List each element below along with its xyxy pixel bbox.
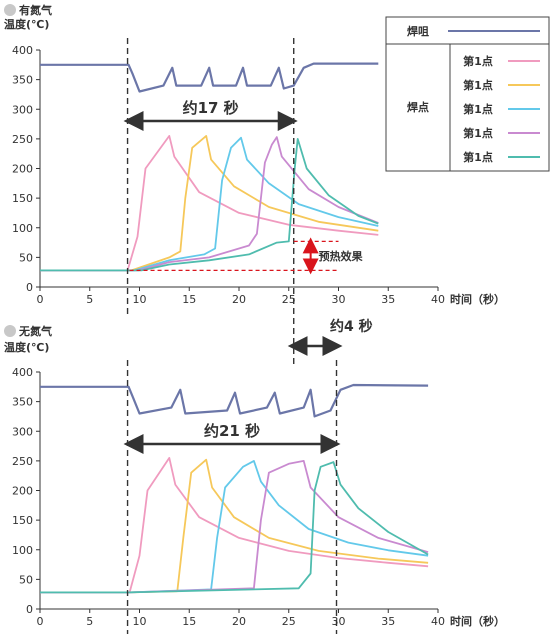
y-tick-label: 400 (12, 366, 33, 379)
x-tick-label: 10 (133, 293, 147, 306)
preheat-label: 预热效果 (319, 249, 363, 263)
interval-label: 约21 秒 (204, 422, 260, 440)
y-tick-label: 0 (26, 603, 33, 616)
y-tick-label: 100 (12, 222, 33, 235)
series-line-p5 (40, 138, 379, 272)
x-tick-label: 5 (86, 293, 93, 306)
series-line-p3 (40, 460, 429, 594)
x-tick-label: 25 (282, 293, 296, 306)
legend-point-label: 第1点 (463, 78, 493, 92)
plot-2: 0 50 100 150 200 250 300 350 400 0 5 10 15 20 25 30 35 40… (12, 360, 505, 638)
x-tick-label: 5 (86, 615, 93, 628)
series-line-tip (40, 383, 429, 418)
legend-point-label: 第1点 (463, 54, 493, 68)
series-line-p2 (40, 135, 379, 272)
y-tick-label: 50 (19, 251, 33, 264)
series-line-p3 (40, 136, 379, 272)
title-bullet-icon (4, 325, 16, 337)
y-tick-label: 250 (12, 133, 33, 146)
y-tick-label: 150 (12, 192, 33, 205)
y-tick-label: 300 (12, 103, 33, 116)
title-bullet-icon (4, 4, 16, 16)
x-tick-label: 10 (133, 615, 147, 628)
y-tick-label: 150 (12, 514, 33, 527)
y-tick-label: 300 (12, 425, 33, 438)
legend-point-label: 第1点 (463, 102, 493, 116)
x-tick-label: 0 (37, 615, 44, 628)
y-tick-label: 200 (12, 485, 33, 498)
x-axis-label: 时间（秒） (450, 614, 505, 628)
y-tick-label: 200 (12, 163, 33, 176)
y-axis-label: 温度(℃) (4, 340, 49, 354)
series-line-p1 (40, 135, 379, 272)
x-tick-label: 40 (431, 293, 445, 306)
legend-group-label: 焊点 (407, 100, 429, 114)
y-tick-label: 0 (26, 281, 33, 294)
x-tick-label: 15 (182, 615, 196, 628)
x-tick-label: 20 (232, 615, 246, 628)
plot-1: 0 50 100 150 200 250 300 350 400 0 5 10 15 20 25 30 35 40… (12, 38, 505, 368)
chart-title: 有氮气 (19, 3, 52, 17)
x-tick-label: 0 (37, 293, 44, 306)
y-tick-label: 350 (12, 396, 33, 409)
legend-point-label: 第1点 (463, 126, 493, 140)
x-tick-label: 35 (381, 293, 395, 306)
series-line-p4 (40, 136, 379, 272)
between-charts-label: 约4 秒 (330, 318, 373, 335)
y-tick-label: 50 (19, 573, 33, 586)
y-tick-label: 400 (12, 44, 33, 57)
x-tick-label: 20 (232, 293, 246, 306)
chart-title: 无氮气 (18, 324, 52, 338)
x-axis-label: 时间（秒） (450, 292, 505, 306)
series-line-p2 (40, 458, 429, 594)
x-tick-label: 25 (282, 615, 296, 628)
y-tick-label: 250 (12, 455, 33, 468)
x-tick-label: 40 (431, 615, 445, 628)
interval-label: 约17 秒 (183, 99, 239, 117)
x-tick-label: 15 (182, 293, 196, 306)
series-line-tip (40, 62, 379, 93)
x-tick-label: 35 (381, 615, 395, 628)
x-tick-label: 30 (332, 293, 346, 306)
legend-label-tip: 焊咀 (407, 24, 429, 38)
series-line-p4 (40, 460, 429, 594)
y-axis-label: 温度(℃) (4, 17, 49, 31)
legend-point-label: 第1点 (463, 150, 493, 164)
series-line-p5 (40, 461, 429, 594)
x-tick-label: 30 (332, 615, 346, 628)
y-tick-label: 350 (12, 74, 33, 87)
y-tick-label: 100 (12, 544, 33, 557)
